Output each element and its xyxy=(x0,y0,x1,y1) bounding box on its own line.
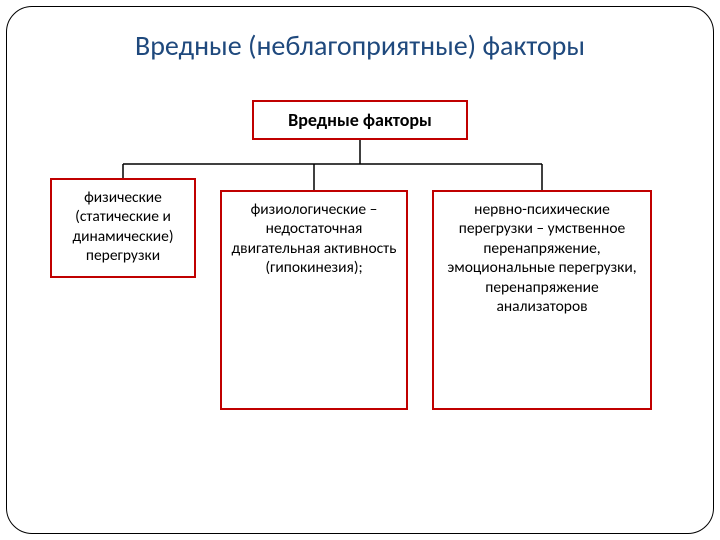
leaf-label: нервно-психические перегрузки – умственн… xyxy=(447,200,636,316)
leaf-label: физиологические – недостаточная двигател… xyxy=(232,200,397,277)
leaf-node-neuropsych: нервно-психические перегрузки – умственн… xyxy=(432,190,652,410)
root-node-label: Вредные факторы xyxy=(288,109,432,131)
slide-title: Вредные (неблагоприятные) факторы xyxy=(0,28,720,63)
root-node: Вредные факторы xyxy=(252,100,468,140)
leaf-node-physiological: физиологические – недостаточная двигател… xyxy=(220,190,408,410)
leaf-label: физические (статические и динамические) … xyxy=(72,188,173,265)
leaf-node-physical: физические (статические и динамические) … xyxy=(50,178,196,278)
